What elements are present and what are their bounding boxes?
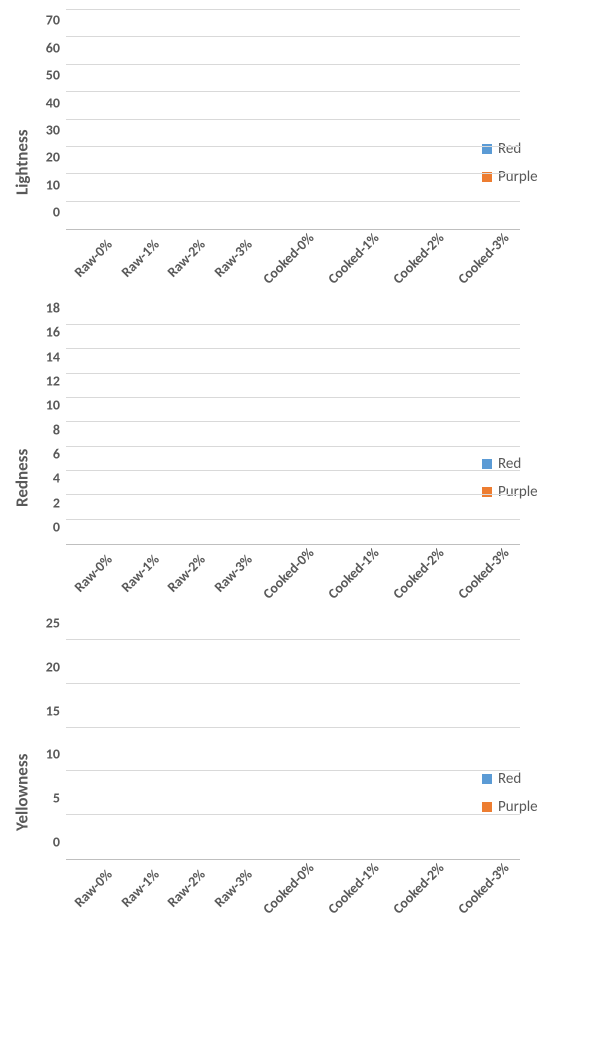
bars-row [66,640,520,859]
bars-row [66,10,520,229]
x-tick-label: Cooked-2% [386,230,451,315]
y-tick-label: 10 [46,397,60,414]
y-tick-label: 30 [46,121,60,138]
y-axis-label: Yellowness [10,640,34,945]
y-tick-label: 60 [46,39,60,56]
x-tick-label: Raw-3% [210,230,257,315]
y-tick-label: 0 [53,204,60,221]
x-tick-label: Cooked-3% [451,230,516,315]
x-tick-label: Raw-1% [117,545,164,630]
plot-area: 01020304050607080 [66,10,520,230]
y-tick-label: 14 [46,348,60,365]
plot-wrap: 01020304050607080Raw-0%Raw-1%Raw-2%Raw-3… [34,10,520,315]
y-tick-label: 40 [46,94,60,111]
chart-redness: Redness 024681012141618Raw-0%Raw-1%Raw-2%… [10,325,590,630]
y-tick-label: 70 [46,12,60,29]
plot-area: 024681012141618 [66,325,520,545]
y-tick-label: 10 [46,746,60,763]
y-tick-label: 0 [53,519,60,536]
y-tick-label: 25 [46,615,60,632]
x-tick-label: Raw-2% [163,545,210,630]
x-labels: Raw-0%Raw-1%Raw-2%Raw-3%Cooked-0%Cooked-… [66,230,520,315]
y-tick-label: 0 [53,834,60,851]
bars-row [66,325,520,544]
x-tick-label: Raw-0% [70,860,117,945]
x-tick-label: Cooked-3% [451,860,516,945]
y-tick-label: 6 [53,446,60,463]
y-tick-label: 5 [53,790,60,807]
x-tick-label: Cooked-2% [386,860,451,945]
chart-main: Lightness01020304050607080Raw-0%Raw-1%Ra… [10,10,470,315]
x-tick-label: Raw-1% [117,230,164,315]
chart-yellowness: Yellowness 0510152025Raw-0%Raw-1%Raw-2%Ra… [10,640,590,945]
y-tick-label: 12 [46,373,60,390]
chart-main: Redness024681012141618Raw-0%Raw-1%Raw-2%… [10,325,470,630]
x-tick-label: Cooked-0% [256,545,321,630]
y-tick-label: 4 [53,470,60,487]
y-axis-label: Lightness [10,10,34,315]
y-tick-label: 20 [46,149,60,166]
x-labels: Raw-0%Raw-1%Raw-2%Raw-3%Cooked-0%Cooked-… [66,545,520,630]
y-tick-label: 20 [46,658,60,675]
x-tick-label: Cooked-1% [321,230,386,315]
y-tick-label: 18 [46,300,60,317]
plot-area: 0510152025 [66,640,520,860]
y-tick-label: 80 [46,0,60,2]
x-tick-label: Raw-2% [163,860,210,945]
plot-wrap: 024681012141618Raw-0%Raw-1%Raw-2%Raw-3%C… [34,325,520,630]
x-tick-label: Raw-3% [210,545,257,630]
x-labels: Raw-0%Raw-1%Raw-2%Raw-3%Cooked-0%Cooked-… [66,860,520,945]
x-tick-label: Cooked-0% [256,230,321,315]
charts-container: Lightness01020304050607080Raw-0%Raw-1%Ra… [10,10,590,945]
chart-lightness: Lightness01020304050607080Raw-0%Raw-1%Ra… [10,10,590,315]
y-tick-label: 16 [46,324,60,341]
y-tick-label: 2 [53,494,60,511]
x-tick-label: Cooked-1% [321,860,386,945]
x-tick-label: Cooked-1% [321,545,386,630]
plot-wrap: 0510152025Raw-0%Raw-1%Raw-2%Raw-3%Cooked… [34,640,520,945]
y-tick-label: 50 [46,67,60,84]
y-tick-label: 8 [53,421,60,438]
x-tick-label: Raw-3% [210,860,257,945]
x-tick-label: Cooked-0% [256,860,321,945]
y-tick-label: 15 [46,702,60,719]
chart-main: Yellowness0510152025Raw-0%Raw-1%Raw-2%Ra… [10,640,470,945]
x-tick-label: Raw-0% [70,230,117,315]
x-tick-label: Cooked-3% [451,545,516,630]
y-tick-label: 10 [46,176,60,193]
x-tick-label: Raw-1% [117,860,164,945]
x-tick-label: Raw-2% [163,230,210,315]
y-axis-label: Redness [10,325,34,630]
x-tick-label: Cooked-2% [386,545,451,630]
x-tick-label: Raw-0% [70,545,117,630]
